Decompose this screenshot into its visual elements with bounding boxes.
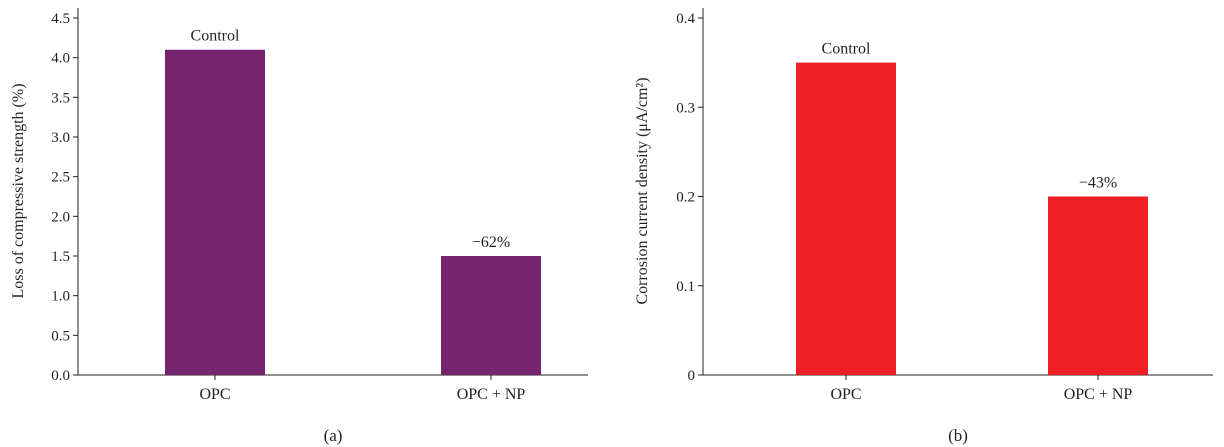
chart-a-y-tick-label: 1.5	[51, 249, 70, 265]
chart-a-y-tick-label: 3.5	[51, 90, 70, 106]
chart-a-y-tick-label: 2.5	[51, 170, 70, 186]
chart-b-y-axis-title: Corrosion current density (μA/cm²)	[634, 77, 651, 304]
chart-b-y-tick-label: 0.4	[676, 11, 695, 27]
chart-a-y-tick-label: 4.5	[51, 11, 70, 27]
chart-a-y-tick-label: 0.5	[51, 328, 70, 344]
chart-a-x-tick-label: OPC	[199, 386, 230, 403]
chart-b-y-ticks: 0 0.1 0.2 0.3 0.4	[676, 11, 703, 384]
chart-a-y-tick-label: 2.0	[51, 209, 70, 225]
chart-a-bar	[165, 49, 265, 375]
chart-a-bar-label: Control	[191, 28, 240, 45]
chart-b-x-tick-label: OPC + NP	[1064, 386, 1133, 403]
chart-a: Loss of compressive strength (%) 0.0 0.5 1…	[10, 8, 588, 445]
chart-b-panel-label: (b)	[948, 426, 968, 445]
chart-a-y-ticks: 0.0 0.5 1.0 1.5 2.0 2.5 3.0 3.5 4.0 4.5	[51, 11, 78, 384]
chart-a-panel-label: (a)	[324, 426, 343, 445]
chart-b-bar-label: −43%	[1079, 175, 1117, 192]
chart-a-y-tick-label: 1.0	[51, 289, 70, 305]
chart-a-bar-labels: Control −62%	[191, 28, 511, 251]
chart-b-x-tick-label: OPC	[830, 386, 861, 403]
chart-a-bars	[165, 49, 541, 375]
chart-b-bars	[796, 62, 1148, 375]
chart-a-categories: OPC OPC + NP	[199, 375, 525, 403]
chart-b-y-tick-label: 0	[688, 368, 696, 384]
chart-b-bar	[796, 62, 896, 375]
chart-b-bar	[1048, 196, 1148, 375]
chart-b-y-tick-label: 0.1	[676, 279, 695, 295]
chart-b-y-tick-label: 0.3	[676, 100, 695, 116]
chart-a-y-tick-label: 0.0	[51, 368, 70, 384]
chart-b-bar-labels: Control −43%	[822, 41, 1118, 192]
chart-b: Corrosion current density (μA/cm²) 00.10…	[634, 8, 1213, 445]
chart-b-bar-label: Control	[822, 41, 871, 58]
chart-a-bar-label: −62%	[472, 234, 510, 251]
chart-a-y-axis-title: Loss of compressive strength (%)	[10, 83, 27, 298]
chart-a-x-tick-label: OPC + NP	[457, 386, 526, 403]
chart-b-categories: OPC OPC + NP	[830, 375, 1132, 403]
chart-a-y-tick-label: 3.0	[51, 130, 70, 146]
chart-a-bar	[441, 256, 541, 375]
chart-a-y-tick-label: 4.0	[51, 51, 70, 67]
chart-b-y-tick-label: 0.2	[676, 190, 695, 206]
